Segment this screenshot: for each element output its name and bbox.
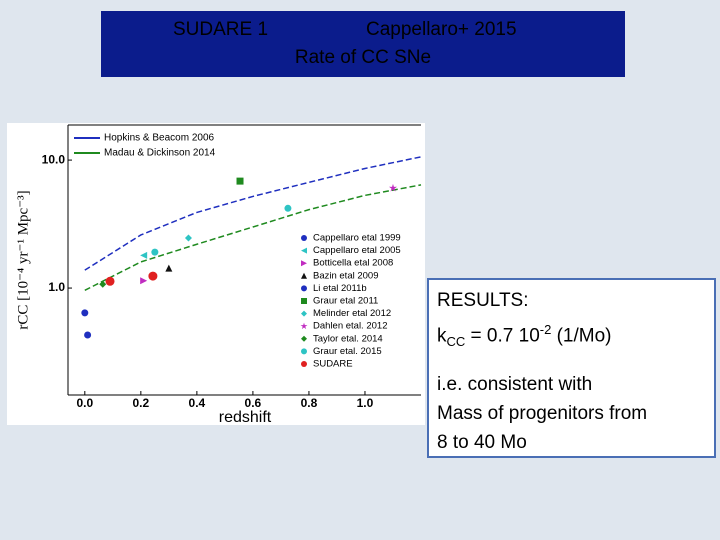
y-tick-label: 10.0 (42, 152, 66, 166)
legend-label: Melinder etal 2012 (313, 308, 391, 319)
model-line (84, 184, 422, 291)
results-line: 8 to 40 Mo (437, 432, 527, 454)
legend-label: Taylor etal. 2014 (313, 333, 383, 344)
legend-label: Cappellaro etal 1999 (313, 233, 401, 244)
legend-marker (301, 235, 307, 241)
legend-marker (301, 361, 307, 367)
data-point (165, 264, 173, 272)
data-point (84, 331, 92, 339)
data-point (148, 271, 158, 281)
data-point (140, 251, 148, 259)
results-heading: RESULTS: (437, 290, 529, 311)
y-axis-label: rCC [10⁻⁴ yr⁻¹ Mpc⁻³] (15, 190, 31, 329)
x-tick-label: 0.8 (301, 396, 318, 410)
data-point (388, 183, 397, 192)
data-point (184, 234, 192, 242)
legend-label: Dahlen etal. 2012 (313, 321, 387, 332)
k-val: = 0.7 10 (465, 325, 540, 347)
legend-marker (301, 247, 307, 254)
results-box: RESULTS: kCC = 0.7 10-2 (1/Mo) i.e. cons… (427, 278, 716, 458)
data-point (99, 280, 107, 288)
legend-label: Hopkins & Beacom 2006 (104, 133, 215, 144)
legend-label: Graur etal. 2015 (313, 346, 382, 357)
results-line: Mass of progenitors from (437, 403, 648, 425)
data-point (151, 248, 159, 256)
x-tick-label: 0.6 (245, 396, 262, 410)
data-point (236, 177, 244, 185)
x-tick-label: 0.2 (132, 396, 149, 410)
legend-label: Bazin etal 2009 (313, 270, 379, 281)
data-point (284, 204, 292, 212)
legend-label: SUDARE (313, 359, 353, 370)
data-point (105, 276, 115, 286)
legend-marker (301, 335, 307, 342)
k-sub: CC (446, 334, 466, 350)
legend-label: Cappellaro etal 2005 (313, 245, 401, 256)
results-line: i.e. consistent with (437, 374, 593, 396)
data-point (81, 309, 89, 317)
legend-label: Li etal 2011b (313, 283, 367, 294)
title-left: SUDARE 1 (173, 19, 269, 40)
legend-marker (301, 298, 307, 304)
legend-label: Graur etal 2011 (313, 296, 378, 307)
data-point (140, 277, 148, 285)
title-right: Cappellaro+ 2015 (366, 19, 517, 40)
k-unit: (1/Mo) (551, 325, 612, 347)
title-box: SUDARE 1 Cappellaro+ 2015 Rate of CC SNe (101, 11, 625, 77)
model-line (84, 156, 422, 271)
k-value: kCC = 0.7 10-2 (1/Mo) (437, 315, 706, 356)
legend-marker (301, 260, 307, 267)
legend-marker (301, 285, 307, 292)
legend-marker (300, 322, 308, 330)
y-tick-label: 1.0 (48, 280, 65, 294)
legend-label: Madau & Dickinson 2014 (104, 148, 216, 159)
chart-bg (7, 123, 425, 425)
k-exp: -2 (539, 322, 552, 337)
subtitle: Rate of CC SNe (294, 47, 432, 68)
x-tick-label: 0.4 (189, 396, 206, 410)
legend-label: Botticella etal 2008 (313, 258, 393, 269)
legend-marker (301, 310, 307, 317)
x-tick-label: 1.0 (357, 396, 374, 410)
k: k (437, 325, 447, 347)
x-axis-label: redshift (219, 409, 272, 426)
x-tick-label: 0.0 (76, 396, 93, 410)
legend-marker (301, 348, 307, 355)
legend-marker (301, 272, 307, 279)
